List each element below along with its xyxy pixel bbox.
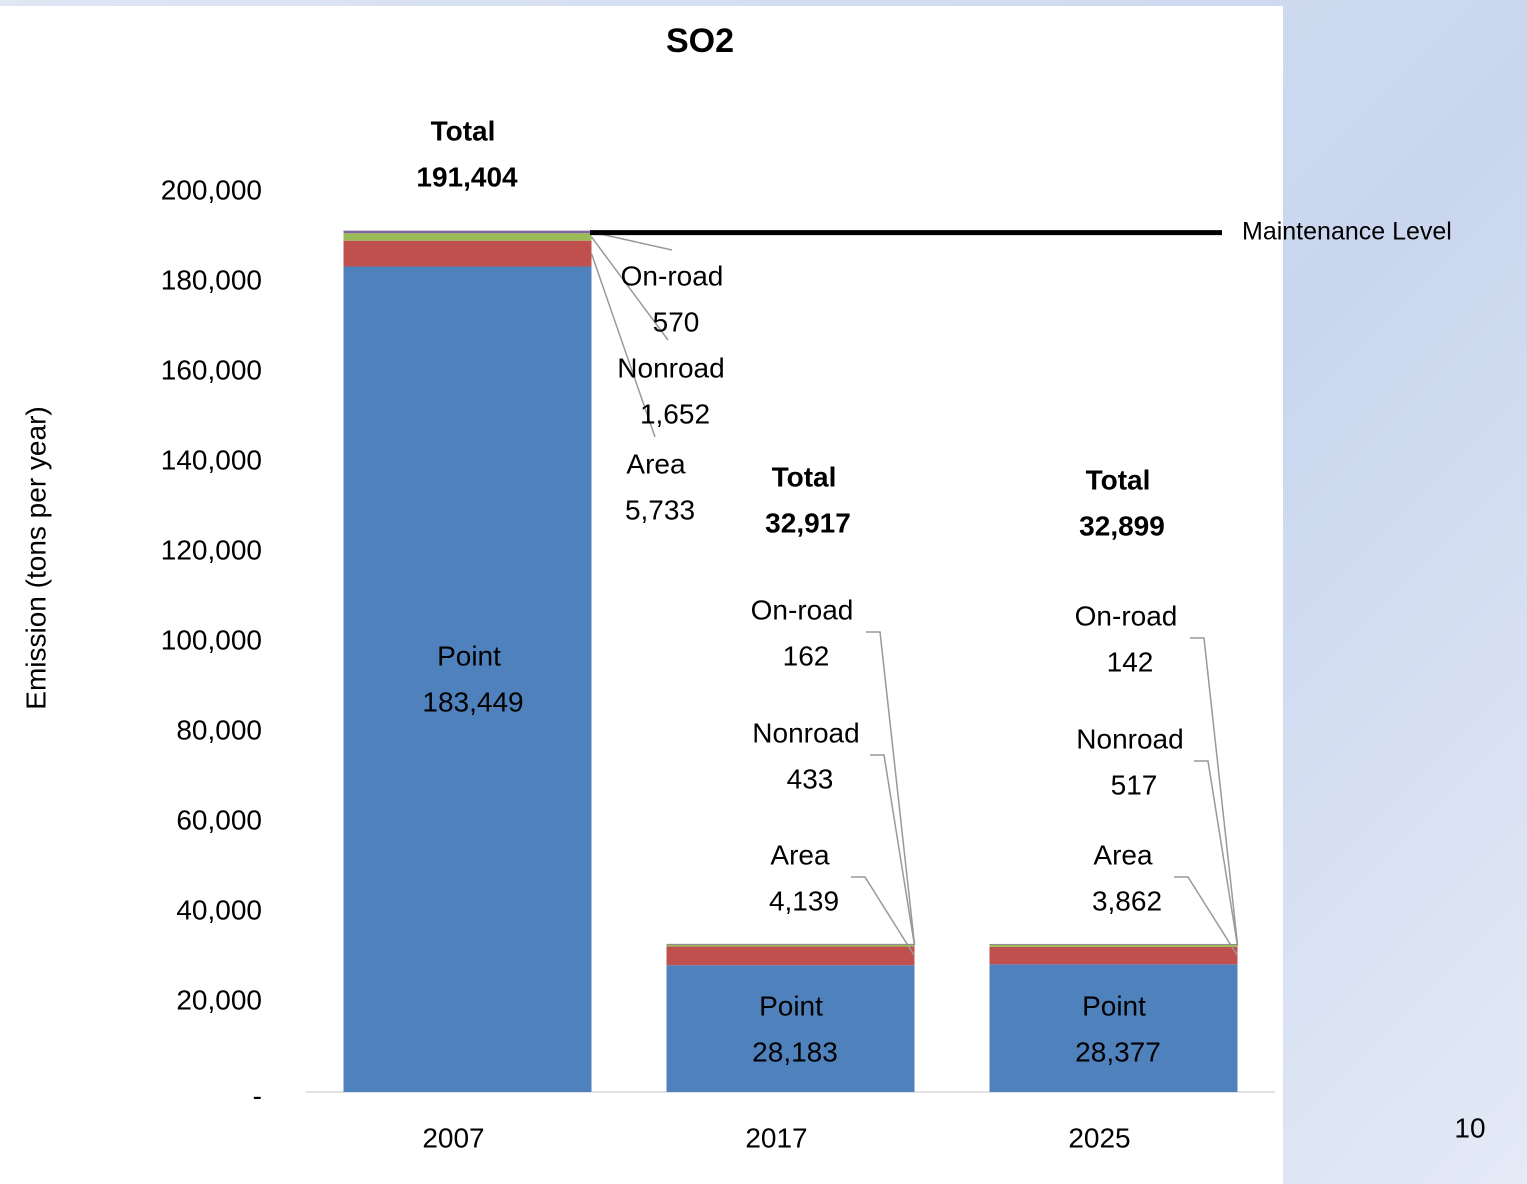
bar-segment xyxy=(343,240,592,267)
segment-value: 162 xyxy=(783,640,830,671)
y-tick-label: - xyxy=(253,1080,262,1111)
segment-value: 3,862 xyxy=(1092,885,1162,916)
segment-name: On-road xyxy=(621,260,724,291)
y-tick-label: 120,000 xyxy=(161,534,262,565)
leader-line xyxy=(870,754,916,946)
bar-segment xyxy=(666,943,915,945)
total-label: Total xyxy=(1086,464,1151,495)
leader-line xyxy=(1174,876,1239,957)
y-tick-label: 100,000 xyxy=(161,624,262,655)
leader-line xyxy=(590,236,669,341)
y-tick-label: 180,000 xyxy=(161,264,262,295)
segment-name: Point xyxy=(437,640,501,671)
leader-line xyxy=(851,876,916,957)
page-number: 10 xyxy=(1454,1112,1485,1143)
segment-value: 4,139 xyxy=(769,885,839,916)
total-label: Total xyxy=(772,461,837,492)
y-tick-label: 60,000 xyxy=(176,804,262,835)
segment-value: 1,652 xyxy=(640,398,710,429)
y-tick-label: 20,000 xyxy=(176,984,262,1015)
leader-line xyxy=(1190,637,1239,945)
bar-segment xyxy=(343,233,592,241)
segment-name: Nonroad xyxy=(752,717,859,748)
chart-title: SO2 xyxy=(666,22,734,60)
total-label: Total xyxy=(431,115,496,146)
leader-line xyxy=(866,631,916,945)
segment-value: 5,733 xyxy=(625,494,695,525)
bar-segment xyxy=(343,230,592,234)
segment-value: 142 xyxy=(1107,646,1154,677)
segment-name: Nonroad xyxy=(1076,723,1183,754)
y-tick-label: 160,000 xyxy=(161,354,262,385)
segment-name: Area xyxy=(1093,839,1153,870)
bar-segment xyxy=(666,944,915,947)
bar-segment xyxy=(989,944,1238,947)
x-tick-label: 2025 xyxy=(1068,1122,1130,1153)
bar-segment xyxy=(666,965,915,1092)
segment-value: 433 xyxy=(787,763,834,794)
segment-value: 517 xyxy=(1111,769,1158,800)
y-tick-label: 140,000 xyxy=(161,444,262,475)
x-tick-label: 2017 xyxy=(745,1122,807,1153)
total-value: 191,404 xyxy=(416,161,518,192)
total-value: 32,899 xyxy=(1079,510,1165,541)
bar-segment xyxy=(343,266,592,1092)
segment-name: On-road xyxy=(1075,600,1178,631)
y-axis-label: Emission (tons per year) xyxy=(20,406,51,709)
segment-value: 183,449 xyxy=(422,686,523,717)
y-tick-label: 80,000 xyxy=(176,714,262,745)
segment-name: Nonroad xyxy=(617,352,724,383)
segment-name: On-road xyxy=(751,594,854,625)
segment-value: 28,377 xyxy=(1075,1036,1161,1067)
maintenance-label: Maintenance Level xyxy=(1242,217,1452,245)
segment-value: 28,183 xyxy=(752,1036,838,1067)
bar-segment xyxy=(989,964,1238,1092)
x-tick-label: 2007 xyxy=(422,1122,484,1153)
y-tick-label: 40,000 xyxy=(176,894,262,925)
bar-segment xyxy=(989,943,1238,945)
total-value: 32,917 xyxy=(765,507,851,538)
segment-value: 570 xyxy=(653,306,700,337)
bar-segment xyxy=(666,946,915,966)
y-tick-label: 200,000 xyxy=(161,174,262,205)
segment-name: Point xyxy=(1082,990,1146,1021)
leader-line xyxy=(1194,760,1239,946)
bar-segment xyxy=(989,946,1238,965)
segment-name: Area xyxy=(770,839,830,870)
segment-name: Area xyxy=(626,448,686,479)
leader-line xyxy=(590,253,656,438)
segment-name: Point xyxy=(759,990,823,1021)
